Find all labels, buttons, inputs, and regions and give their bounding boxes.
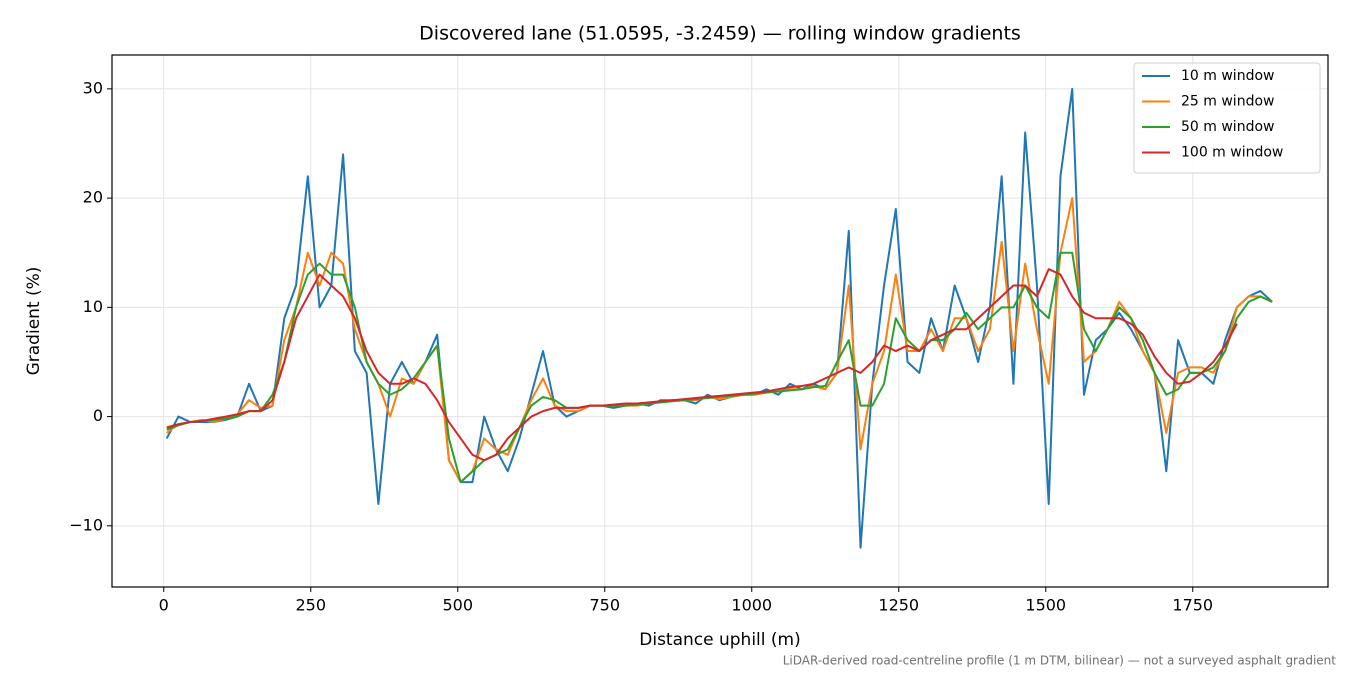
legend-box (1133, 62, 1321, 174)
x-tick-label: 750 (589, 596, 620, 615)
legend-label: 50 m window (1181, 119, 1274, 135)
x-tick-label: 1750 (1172, 596, 1213, 615)
x-tick-label: 1500 (1025, 596, 1066, 615)
y-tick-label: 20 (83, 188, 103, 207)
y-axis-label: Gradient (%) (24, 267, 44, 376)
y-tick-label: 30 (83, 78, 103, 97)
x-tick-label: 500 (442, 596, 473, 615)
series-line (166, 197, 1273, 484)
x-tick-label: 0 (159, 596, 169, 615)
y-tick-label: −10 (69, 515, 103, 534)
series-line (166, 251, 1273, 484)
legend-label: 10 m window (1181, 68, 1274, 84)
x-tick-label: 1250 (878, 596, 919, 615)
x-tick-label: 1000 (731, 596, 772, 615)
legend-label: 25 m window (1181, 94, 1274, 110)
footnote: LiDAR-derived road-centreline profile (1… (783, 654, 1337, 668)
x-axis-label: Distance uphill (m) (639, 630, 800, 650)
plot-lines (165, 87, 1273, 549)
series-line (165, 87, 1273, 549)
plot-frame (111, 54, 1329, 588)
x-tick-label: 250 (295, 596, 326, 615)
legend-label: 100 m window (1181, 145, 1283, 161)
y-tick-label: 10 (83, 297, 103, 316)
chart-title: Discovered lane (51.0595, -3.2459) — rol… (419, 23, 1021, 45)
y-tick-label: 0 (93, 406, 103, 425)
series-line (166, 268, 1238, 462)
